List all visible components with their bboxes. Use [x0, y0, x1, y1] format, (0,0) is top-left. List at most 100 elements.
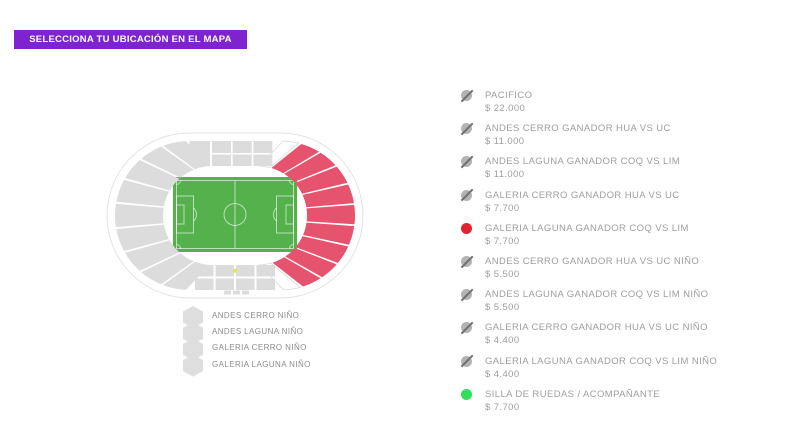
legend-item-name: ANDES LAGUNA GANADOR COQ VS LIM NIÑO	[485, 289, 709, 301]
stadium-section-sold	[253, 141, 273, 153]
legend-item-text: ANDES CERRO GANADOR HUA VS UC NIÑO $ 5.50…	[485, 255, 699, 281]
stadium-section-sold	[232, 154, 252, 166]
sold-out-icon	[461, 123, 472, 135]
stadium-section-sold	[236, 265, 255, 277]
legend-item: ANDES LAGUNA GANADOR COQ VS LIM $ 11.000	[461, 155, 793, 181]
stadium-section-galeria-laguna[interactable]	[306, 204, 356, 225]
stadium-section-sold	[125, 240, 180, 271]
legend-item-name: ANDES CERRO GANADOR HUA VS UC	[485, 123, 671, 135]
stadium-section-sold	[189, 141, 210, 166]
legend-item: ANDES CERRO GANADOR HUA VS UC $ 11.000	[461, 122, 793, 148]
sold-out-icon	[461, 289, 472, 301]
stadium-section-sold	[195, 278, 214, 290]
stadium-section-sold	[232, 141, 252, 153]
legend-item: ANDES LAGUNA GANADOR COQ VS LIM NIÑO $ 5.…	[461, 288, 793, 314]
mini-legend-label: ANDES CERRO NIÑO	[212, 311, 300, 320]
legend-item-price: $ 11.000	[485, 136, 525, 148]
legend-item-name: ANDES CERRO GANADOR HUA VS UC NIÑO	[485, 255, 700, 267]
legend-item-text: GALERIA CERRO GANADOR HUA VS UC NIÑO $ 4.…	[485, 321, 708, 347]
stadium-section-galeria-laguna[interactable]	[271, 144, 320, 174]
stadium-section-galeria-laguna[interactable]	[284, 152, 336, 183]
stadium-map	[85, 118, 385, 308]
legend-item: GALERIA CERRO GANADOR HUA VS UC $ 7.700	[461, 189, 793, 215]
stadium-section-galeria-laguna[interactable]	[303, 222, 355, 245]
hexagon-icon	[183, 354, 203, 377]
legend-item: PACIFICO $ 22.000	[461, 89, 793, 115]
stadium-section-sold	[116, 224, 169, 251]
legend-item-price: $ 11.000	[485, 169, 525, 181]
stadium-section-galeria-laguna[interactable]	[302, 184, 355, 208]
stadium-section-sold	[195, 265, 214, 277]
hexagon-icon	[183, 306, 203, 328]
wheelchair-spot[interactable]	[233, 268, 237, 273]
mini-legend-label: ANDES LAGUNA NIÑO	[212, 327, 304, 337]
stadium-outline	[106, 132, 364, 299]
stadium-section-sold	[256, 265, 275, 277]
wheelchair-available-icon	[461, 388, 472, 400]
legend-item[interactable]: GALERIA LAGUNA GANADOR COQ VS LIM $ 7.700	[461, 222, 793, 248]
stadium-section-sold	[141, 253, 194, 285]
legend-item-price: $ 4.400	[485, 335, 520, 347]
legend-item-name: GALERIA LAGUNA GANADOR COQ VS LIM	[485, 222, 689, 234]
legend-item-name: ANDES LAGUNA GANADOR COQ VS LIM	[485, 156, 681, 168]
legend-item-price: $ 7.700	[485, 235, 520, 247]
legend-item-name: GALERIA CERRO GANADOR HUA VS UC NIÑO	[485, 322, 708, 334]
stadium-section-sold	[215, 265, 234, 277]
legend-item-name: GALERIA LAGUNA GANADOR COQ VS LIM NIÑO	[485, 355, 718, 367]
stadium-stairs	[224, 290, 231, 295]
legend-item-text: GALERIA LAGUNA GANADOR COQ VS LIM NIÑO $ …	[485, 355, 717, 381]
mini-legend: ANDES CERRO NIÑO ANDES LAGUNA NIÑO GALERIA…	[183, 306, 311, 377]
stadium-section-galeria-laguna[interactable]	[295, 236, 349, 263]
legend-item: GALERIA CERRO GANADOR HUA VS UC NIÑO $ 4.…	[461, 321, 793, 347]
stadium-section-sold	[236, 278, 255, 290]
legend-item: ANDES CERRO GANADOR HUA VS UC NIÑO $ 5.50…	[461, 255, 793, 281]
legend-item-text: PACIFICO $ 22.000	[485, 89, 532, 115]
stadium-svg	[106, 132, 364, 299]
legend-item-text: ANDES LAGUNA GANADOR COQ VS LIM NIÑO $ 5.…	[485, 288, 708, 314]
stadium-section-sold	[215, 278, 234, 290]
legend-item-name: GALERIA CERRO GANADOR HUA VS UC	[485, 189, 680, 201]
legend-item-name: PACIFICO	[485, 90, 533, 101]
sold-out-icon	[461, 90, 472, 101]
legend-item-price: $ 4.400	[485, 368, 520, 380]
legend-item-price: $ 5.500	[485, 302, 520, 314]
legend-item-text: ANDES LAGUNA GANADOR COQ VS LIM $ 11.000	[485, 155, 680, 181]
stadium-stairs	[233, 290, 240, 295]
stadium-section-galeria-laguna[interactable]	[285, 248, 337, 278]
legend-item-price: $ 7.700	[485, 401, 520, 413]
stadium-section-sold	[212, 154, 231, 166]
banner-label: SELECCIONA TU UBICACIÓN EN EL MAPA	[29, 34, 232, 45]
field-markings	[176, 180, 294, 249]
stadium-section-sold	[115, 203, 164, 228]
stadium-section-sold	[212, 141, 231, 153]
stadium-section-sold	[116, 179, 169, 207]
mini-legend-label: GALERIA LAGUNA NIÑO	[212, 359, 311, 369]
mini-legend-label: GALERIA CERRO NIÑO	[212, 343, 307, 353]
soccer-field	[173, 177, 297, 252]
stadium-section-galeria-laguna[interactable]	[272, 257, 321, 287]
stadium-section-sold	[256, 278, 275, 290]
legend-item-text: GALERIA LAGUNA GANADOR COQ VS LIM $ 7.700	[485, 222, 689, 248]
sold-out-icon	[461, 255, 472, 267]
legend-item-text: ANDES CERRO GANADOR HUA VS UC $ 11.000	[485, 122, 671, 148]
legend-item: GALERIA LAGUNA GANADOR COQ VS LIM NIÑO $ …	[461, 355, 793, 381]
hexagon-column	[183, 306, 203, 377]
stadium-stairs	[242, 290, 249, 295]
legend-item-name: SILLA DE RUEDAS / ACOMPAÑANTE	[485, 388, 661, 400]
legend-item-price: $ 5.500	[485, 268, 520, 280]
map-instruction-banner: SELECCIONA TU UBICACIÓN EN EL MAPA	[14, 30, 247, 49]
stadium-section-galeria-laguna[interactable]	[294, 166, 348, 194]
price-legend: PACIFICO $ 22.000 ANDES CERRO GANADOR HUA …	[461, 89, 793, 421]
stadium-section-sold	[141, 146, 194, 178]
available-icon	[461, 222, 472, 234]
legend-item-text: GALERIA CERRO GANADOR HUA VS UC $ 7.700	[485, 189, 680, 215]
legend-item-price: $ 7.700	[485, 202, 520, 214]
legend-item-price: $ 22.000	[485, 103, 526, 114]
sold-out-icon	[461, 156, 472, 168]
legend-item[interactable]: SILLA DE RUEDAS / ACOMPAÑANTE $ 7.700	[461, 388, 793, 414]
legend-item-text: SILLA DE RUEDAS / ACOMPAÑANTE $ 7.700	[485, 388, 660, 414]
mini-legend-labels: ANDES CERRO NIÑO ANDES LAGUNA NIÑO GALERIA…	[212, 306, 311, 373]
stadium-section-sold	[125, 160, 180, 191]
hexagon-icon	[183, 322, 203, 345]
sold-out-icon	[461, 355, 472, 367]
